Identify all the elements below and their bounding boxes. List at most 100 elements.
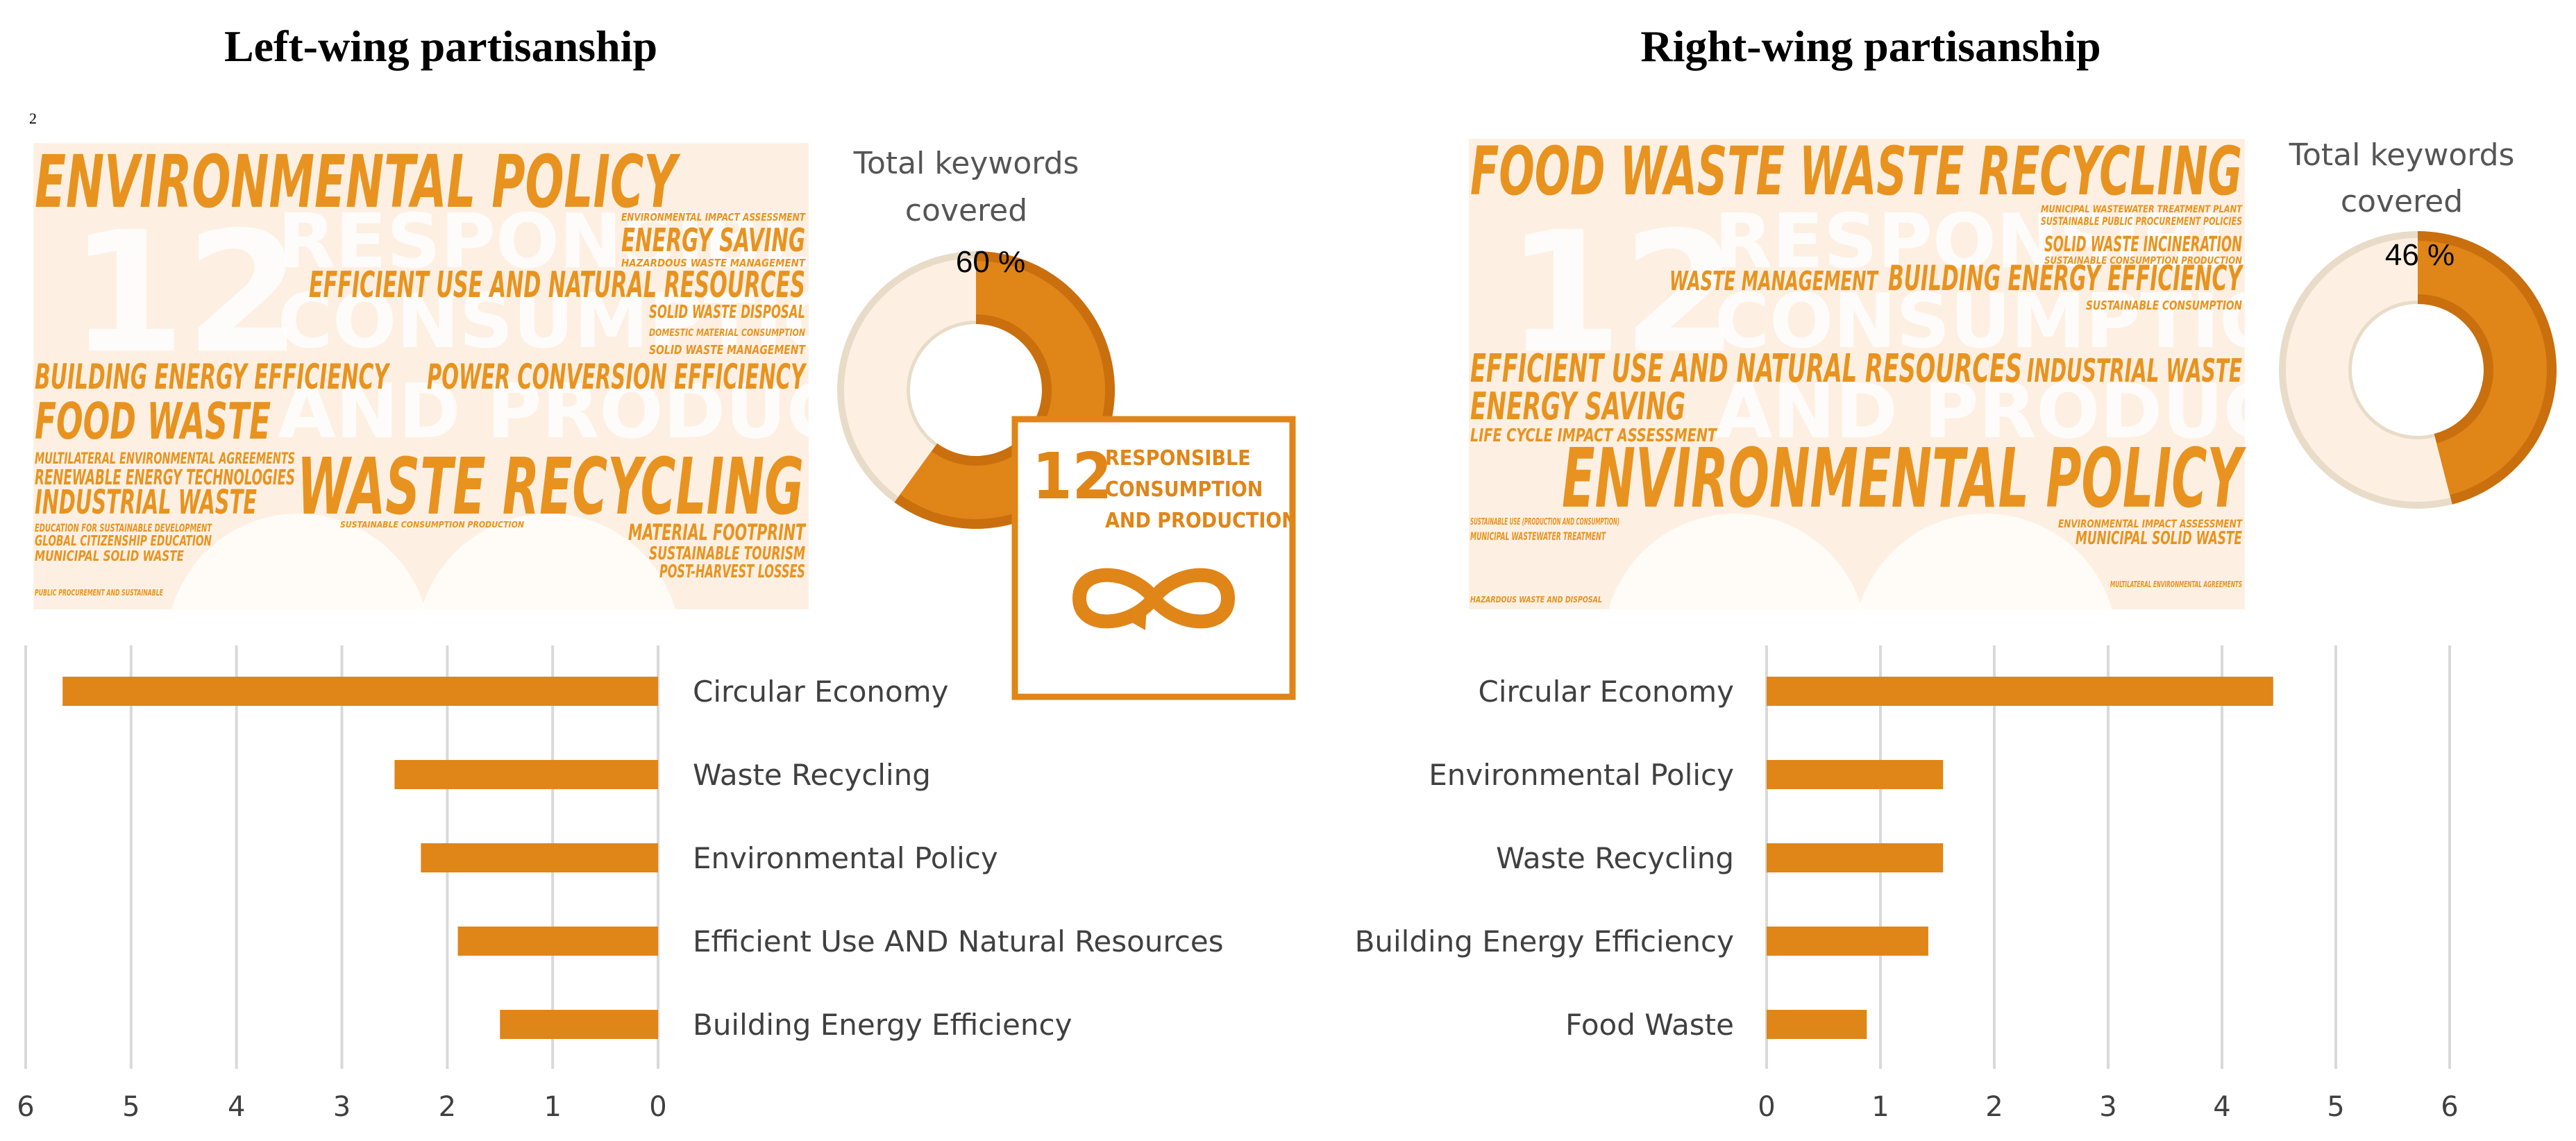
x-tick-label: 3 xyxy=(2099,1091,2116,1123)
wordcloud-word: ENVIRONMENTAL POLICY xyxy=(35,140,681,224)
wordcloud-ghost-number: 12 xyxy=(1506,196,1738,390)
wordcloud-word: MULTILATERAL ENVIRONMENTAL AGREEMENTS xyxy=(35,450,295,468)
bar xyxy=(1767,927,1928,956)
wordcloud-ghost-text: CONSUMPTION xyxy=(278,278,909,365)
wordcloud-word: DOMESTIC MATERIAL CONSUMPTION xyxy=(649,328,805,339)
bar xyxy=(1767,760,1944,789)
category-label: Efficient Use AND Natural Resources xyxy=(693,924,1224,958)
wordcloud-word: FOOD WASTE WASTE RECYCLING xyxy=(1470,133,2242,210)
right-bar-chart: 0 1 2 3 4 5 6 Circular Economy Environmental Pol… xyxy=(1355,645,2459,1123)
wordcloud-ghost-circle xyxy=(1853,514,2117,777)
x-tick-label: 6 xyxy=(2441,1091,2458,1123)
stray-mark: 2 xyxy=(29,110,37,127)
right-panel-title: Right-wing partisanship xyxy=(1640,22,2101,71)
wordcloud-word: FOOD WASTE xyxy=(35,392,271,450)
x-tick-label: 6 xyxy=(17,1091,34,1123)
category-label: Circular Economy xyxy=(693,675,948,709)
category-label: Waste Recycling xyxy=(1496,841,1734,875)
wordcloud-word: SUSTAINABLE CONSUMPTION PRODUCTION xyxy=(2044,255,2242,267)
wordcloud-word: SUSTAINABLE PUBLIC PROCUREMENT POLICIES xyxy=(2041,214,2242,228)
bar xyxy=(394,760,658,789)
left-keywords-label-line2: covered xyxy=(905,193,1027,228)
x-tick-label: 2 xyxy=(439,1091,456,1123)
x-tick-label: 0 xyxy=(649,1091,666,1123)
wordcloud-word: POWER CONVERSION EFFICIENCY xyxy=(427,357,807,397)
sdg-badge-number: 12 xyxy=(1032,439,1112,514)
bar xyxy=(457,927,658,956)
wordcloud-ghost-number: 12 xyxy=(69,196,301,390)
wordcloud-word: RENEWABLE ENERGY TECHNOLOGIES xyxy=(35,466,295,490)
wordcloud-word: MUNICIPAL WASTEWATER TREATMENT xyxy=(1470,530,1606,543)
wordcloud-word: LIFE CYCLE IMPACT ASSESSMENT xyxy=(1470,425,1718,446)
category-label: Food Waste xyxy=(1565,1008,1734,1042)
bar xyxy=(62,677,659,706)
right-wordcloud: 12 RESPONSIBLE CONSUMPTION AND PRODUCTIO… xyxy=(1469,133,2484,777)
wordcloud-ghost-text: CONSUMPTION xyxy=(1715,278,2346,365)
wordcloud-word: SUSTAINABLE TOURISM xyxy=(649,543,805,564)
wordcloud-word: SOLID WASTE MANAGEMENT xyxy=(649,343,807,357)
left-keywords-label-line1: Total keywords xyxy=(853,146,1079,181)
wordcloud-word: MUNICIPAL WASTEWATER TREATMENT PLANT xyxy=(2041,204,2243,215)
wordcloud-word: POST-HARVEST LOSSES xyxy=(659,561,805,582)
sdg-badge-frame xyxy=(1011,416,1296,700)
wordcloud-word: BUILDING ENERGY EFFICIENCY xyxy=(35,357,391,397)
sdg-12-badge: 12 RESPONSIBLE CONSUMPTION AND PRODUCTIO… xyxy=(1011,416,1297,700)
wordcloud-word: HAZARDOUS WASTE AND DISPOSAL xyxy=(1470,595,1602,605)
x-tick-label: 5 xyxy=(2327,1091,2344,1123)
wordcloud-word: GLOBAL CITIZENSHIP EDUCATION xyxy=(35,532,212,549)
wordcloud-word: ENERGY SAVING xyxy=(621,221,805,259)
wordcloud-word: HAZARDOUS WASTE MANAGEMENT xyxy=(621,257,807,269)
wordcloud-ghost-circle xyxy=(416,514,680,777)
bar xyxy=(1767,1010,1867,1039)
wordcloud-word: WASTE RECYCLING xyxy=(297,442,804,532)
right-keywords-percent: 46 % xyxy=(2385,238,2455,272)
x-tick-label: 4 xyxy=(228,1091,245,1123)
wordcloud-word: WASTE MANAGEMENT xyxy=(1669,266,1879,296)
wordcloud-word: ENVIRONMENTAL IMPACT ASSESSMENT xyxy=(621,211,807,223)
right-keywords-label-line1: Total keywords xyxy=(2289,137,2515,173)
wordcloud-word: INDUSTRIAL WASTE xyxy=(2027,352,2242,389)
wordcloud-word: MUNICIPAL SOLID WASTE xyxy=(35,548,185,564)
bar xyxy=(1767,843,1944,872)
left-bar-chart: 6 5 4 3 2 1 0 Circular Economy Waste Recycling En… xyxy=(17,645,1224,1123)
left-wordcloud-background xyxy=(33,143,809,609)
left-keywords-percent: 60 % xyxy=(956,245,1025,279)
donut-hole xyxy=(910,324,1042,456)
x-tick-label: 3 xyxy=(333,1091,351,1123)
wordcloud-ghost-text: RESPONSIBLE xyxy=(1715,198,2297,285)
wordcloud-word: ENVIRONMENTAL POLICY xyxy=(1562,430,2246,526)
wordcloud-word: ENVIRONMENTAL IMPACT ASSESSMENT xyxy=(2058,517,2243,530)
wordcloud-ghost-circle xyxy=(1603,514,1867,777)
wordcloud-ghost-text: RESPONSIBLE xyxy=(278,198,860,285)
wordcloud-word: SOLID WASTE DISPOSAL xyxy=(649,302,805,323)
wordcloud-word: EFFICIENT USE AND NATURAL RESOURCES xyxy=(309,264,805,306)
wordcloud-word: PUBLIC PROCUREMENT AND SUSTAINABLE xyxy=(35,588,163,598)
sdg-badge-line3: AND PRODUCTION xyxy=(1105,509,1297,533)
donut-value-arc xyxy=(2418,241,2548,496)
wordcloud-word: BUILDING ENERGY EFFICIENCY xyxy=(1888,258,2244,298)
wordcloud-word: SOLID WASTE INCINERATION xyxy=(2044,233,2242,257)
wordcloud-word: MUNICIPAL SOLID WASTE xyxy=(2076,528,2242,549)
right-keywords-donut xyxy=(2279,231,2557,509)
bar xyxy=(421,843,658,872)
x-tick-label: 1 xyxy=(1871,1091,1889,1123)
bar xyxy=(1767,677,2273,706)
category-label: Waste Recycling xyxy=(693,758,931,792)
x-tick-label: 5 xyxy=(122,1091,140,1123)
loop-arrow-icon xyxy=(1126,605,1147,630)
infinity-loop-icon xyxy=(1072,568,1236,629)
x-tick-label: 1 xyxy=(544,1091,561,1123)
wordcloud-word: MULTILATERAL ENVIRONMENTAL AGREEMENTS xyxy=(2110,580,2242,589)
left-panel-title: Left-wing partisanship xyxy=(224,22,657,71)
wordcloud-word: EFFICIENT USE AND NATURAL RESOURCES xyxy=(1470,346,2022,391)
right-wordcloud-background xyxy=(1469,139,2245,609)
wordcloud-word: EDUCATION FOR SUSTAINABLE DEVELOPMENT xyxy=(35,521,212,534)
wordcloud-ghost-circle xyxy=(167,514,430,777)
wordcloud-word: INDUSTRIAL WASTE xyxy=(35,483,257,522)
donut-hole xyxy=(2352,304,2484,436)
category-label: Environmental Policy xyxy=(1429,758,1734,792)
wordcloud-word: SUSTAINABLE CONSUMPTION xyxy=(2086,298,2242,313)
sdg-badge-line1: RESPONSIBLE xyxy=(1105,446,1251,471)
wordcloud-word: SUSTAINABLE USE (PRODUCTION AND CONSUMPT… xyxy=(1470,517,1619,527)
